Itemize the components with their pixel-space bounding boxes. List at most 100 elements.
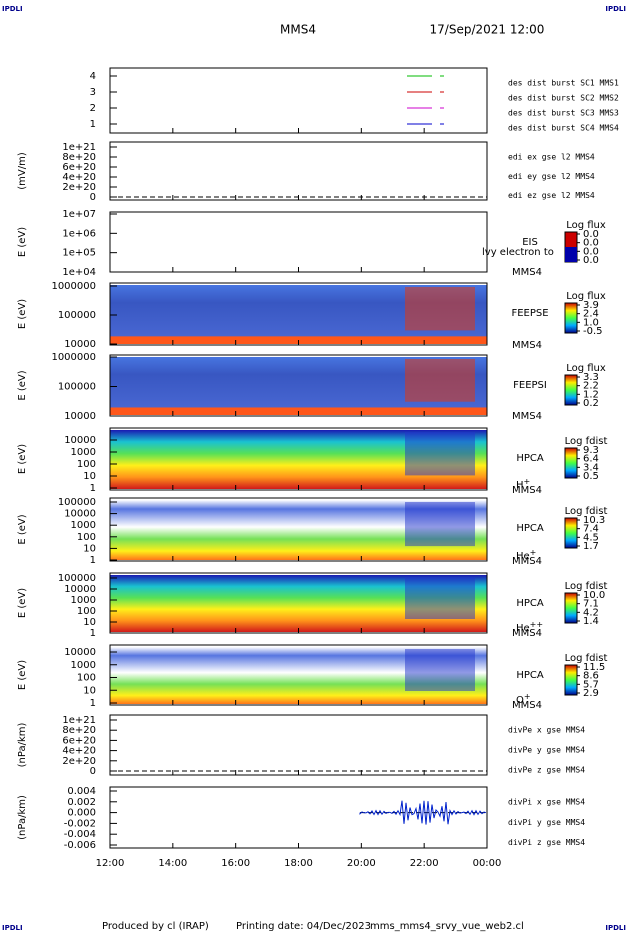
y-tick-label: 1 — [90, 628, 96, 639]
y-tick-label: 100000 — [58, 310, 96, 321]
trace-noise — [359, 800, 487, 825]
instrument-label: FEEPSE — [511, 308, 548, 319]
panel-frame — [109, 67, 488, 134]
y-tick-label: 100 — [77, 459, 96, 470]
y-axis-label: E (eV) — [17, 514, 28, 544]
species-charge: + — [524, 692, 531, 701]
y-tick-label: 1 — [90, 698, 96, 709]
legend-entry: edi ex gse l2 MMS4 — [508, 153, 595, 162]
y-axis-label: E (eV) — [17, 444, 28, 474]
footer: Produced by cl (IRAP) — [102, 921, 209, 932]
spectrogram-burst — [405, 359, 475, 402]
y-tick-label: 10000 — [64, 339, 96, 350]
colorbar-tick-label: 10.0 — [583, 590, 605, 601]
y-tick-label: 4e+20 — [62, 746, 96, 757]
instrument-label: MMS4 — [512, 700, 542, 711]
colorbar-tick-label: 1.0 — [583, 317, 599, 328]
y-tick-label: 10 — [83, 471, 96, 482]
x-tick-label: 14:00 — [158, 858, 187, 869]
colorbar — [564, 374, 578, 406]
y-tick-label: 1e+05 — [62, 248, 96, 259]
instrument-label: MMS4 — [512, 628, 542, 639]
species: He — [516, 623, 530, 634]
y-tick-label: 100000 — [58, 573, 96, 584]
y-tick-label: 1e+21 — [62, 142, 96, 153]
y-tick-label: 2 — [90, 103, 96, 114]
y-tick-label: 1e+21 — [62, 715, 96, 726]
y-tick-label: 0 — [90, 192, 96, 203]
legend-entry: des dist burst SC4 MMS4 — [508, 124, 619, 133]
colorbar-tick-label: 0.0 — [583, 229, 599, 240]
colorbar-title: Log fdist — [565, 581, 608, 592]
y-axis-label: E (eV) — [17, 660, 28, 690]
note: lvy electron to — [482, 247, 554, 258]
colorbar-tick-label: 7.1 — [583, 599, 599, 610]
colorbar — [564, 517, 578, 549]
corner-label: IPDLI — [2, 5, 23, 13]
corner-label: IPDLI — [605, 5, 626, 13]
species-label: He+ — [516, 548, 536, 563]
footer: Printing date: 04/Dec/2023 — [236, 921, 371, 932]
y-tick-label: 100000 — [58, 497, 96, 508]
colorbar-tick-label: 8.6 — [583, 671, 599, 682]
y-tick-label: 1 — [90, 483, 96, 494]
species-label: H+ — [516, 477, 530, 492]
species-charge: + — [530, 548, 537, 557]
y-tick-label: 0.002 — [67, 797, 96, 808]
y-tick-label: 100 — [77, 532, 96, 543]
colorbar-tick-label: 2.4 — [583, 309, 599, 320]
x-tick-label: 18:00 — [284, 858, 313, 869]
panel-frame — [109, 714, 488, 776]
legend-entry: divPi z gse MMS4 — [508, 838, 585, 847]
y-tick-label: 1000 — [71, 595, 96, 606]
species-label: O+ — [516, 692, 531, 707]
instrument-label: HPCA — [516, 598, 544, 609]
species-charge: ++ — [530, 620, 543, 629]
colorbar-tick-label: 2.9 — [583, 688, 599, 699]
instrument-label: EIS — [522, 237, 538, 248]
colorbar-tick-label: 6.4 — [583, 454, 599, 465]
instrument-label: HPCA — [516, 453, 544, 464]
y-tick-label: 6e+20 — [62, 735, 96, 746]
y-tick-label: 10000 — [64, 435, 96, 446]
colorbar-tick-label: 9.3 — [583, 445, 599, 456]
y-tick-label: -0.002 — [64, 818, 96, 829]
species: H — [516, 480, 524, 491]
legend-entry: divPe z gse MMS4 — [508, 766, 585, 775]
instrument-label: HPCA — [516, 670, 544, 681]
y-tick-label: 3 — [90, 87, 96, 98]
instrument-label: MMS4 — [512, 411, 542, 422]
title: MMS4 — [280, 23, 316, 37]
instrument-label: MMS4 — [512, 267, 542, 278]
instrument-label: HPCA — [516, 523, 544, 534]
corner-label: IPDLI — [2, 924, 23, 932]
colorbar — [564, 664, 578, 696]
spectrogram-burst — [405, 432, 475, 476]
y-tick-label: 6e+20 — [62, 162, 96, 173]
colorbar-title: Log fdist — [565, 506, 608, 517]
instrument-label: MMS4 — [512, 556, 542, 567]
y-tick-label: 1000 — [71, 660, 96, 671]
colorbar-tick-label: 11.5 — [583, 662, 605, 673]
y-tick-label: 2e+20 — [62, 756, 96, 767]
species-charge: + — [524, 477, 531, 486]
x-tick-label: 12:00 — [96, 858, 125, 869]
colorbar-tick-label: 0.0 — [583, 255, 599, 266]
colorbar — [564, 302, 578, 334]
x-tick-label: 16:00 — [221, 858, 250, 869]
y-tick-label: 100 — [77, 673, 96, 684]
legend-entry: divPe x gse MMS4 — [508, 726, 585, 735]
y-tick-label: 10 — [83, 617, 96, 628]
legend-entry: des dist burst SC3 MMS3 — [508, 109, 619, 118]
footer: mms_mms4_srvy_vue_web2.cl — [370, 921, 524, 932]
colorbar-tick-label: 10.3 — [583, 515, 605, 526]
colorbar-tick-label: 1.4 — [583, 616, 599, 627]
y-axis-label: (nPa/km) — [17, 795, 28, 840]
colorbar-tick-label: 1.2 — [583, 389, 599, 400]
y-tick-label: -0.004 — [64, 829, 96, 840]
x-tick-label: 22:00 — [410, 858, 439, 869]
species: He — [516, 551, 530, 562]
colorbar-tick-label: 3.3 — [583, 372, 599, 383]
y-axis-label: E (eV) — [17, 227, 28, 257]
